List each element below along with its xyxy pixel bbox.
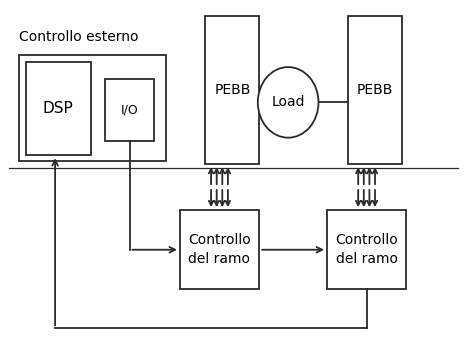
Bar: [26, 62, 91, 155]
Bar: [180, 210, 259, 289]
Ellipse shape: [258, 67, 318, 138]
Text: Controllo
del ramo: Controllo del ramo: [335, 233, 398, 267]
Text: Load: Load: [271, 95, 305, 109]
Text: DSP: DSP: [43, 101, 74, 116]
Bar: [19, 55, 166, 161]
Text: PEBB: PEBB: [214, 83, 250, 97]
Text: I/O: I/O: [120, 104, 139, 117]
Bar: [105, 79, 154, 141]
Bar: [348, 16, 402, 164]
Bar: [205, 16, 259, 164]
Bar: [327, 210, 406, 289]
Text: Controllo
del ramo: Controllo del ramo: [188, 233, 251, 267]
Text: PEBB: PEBB: [357, 83, 393, 97]
Text: Controllo esterno: Controllo esterno: [19, 30, 138, 44]
